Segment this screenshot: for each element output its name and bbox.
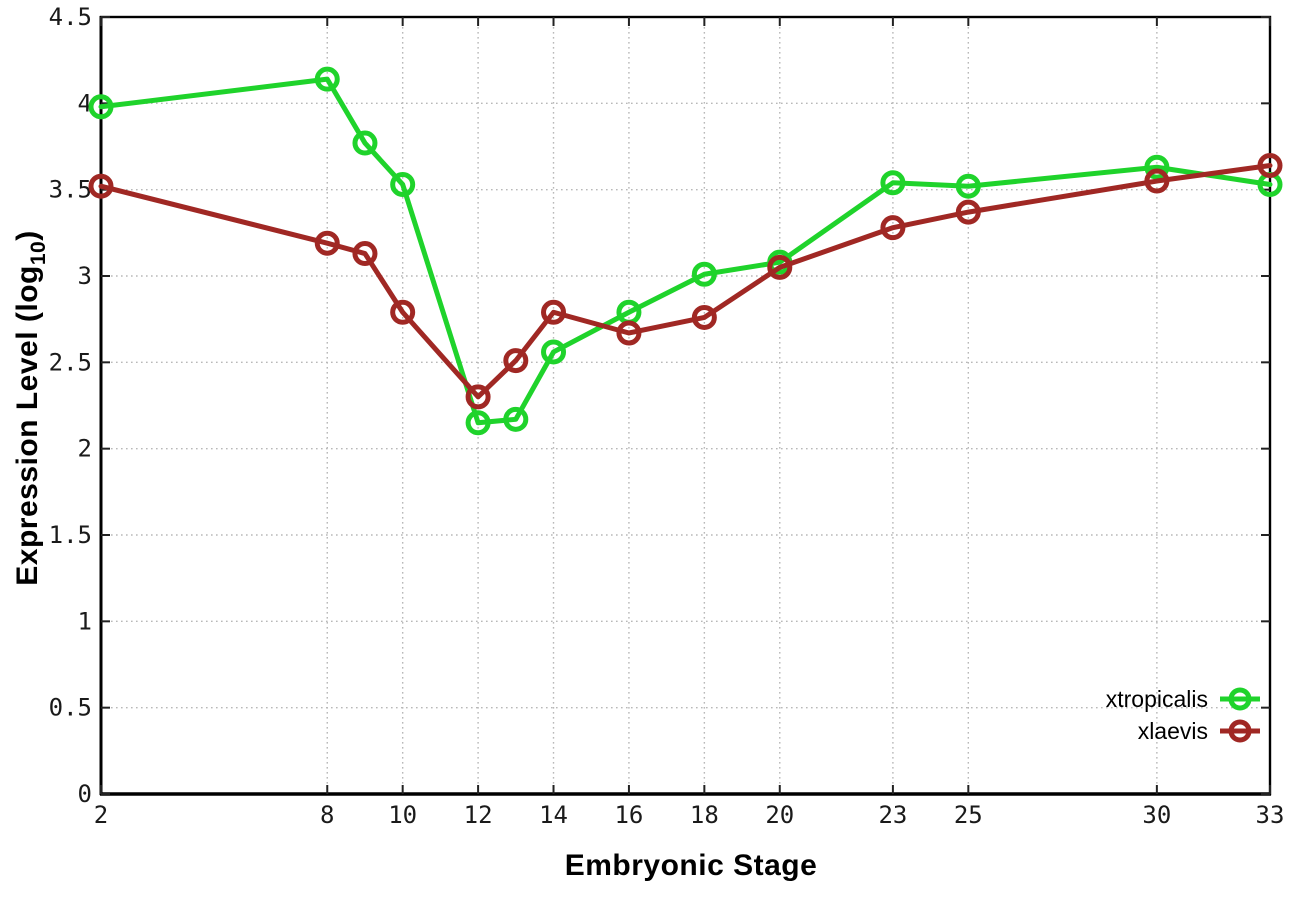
data-point-xlaevis bbox=[616, 320, 642, 346]
legend-marker-xtropicalis-icon bbox=[1220, 687, 1260, 711]
data-point-xtropicalis bbox=[955, 173, 981, 199]
data-point-xlaevis bbox=[503, 348, 529, 374]
plot-border bbox=[99, 15, 1272, 796]
data-point-xlaevis bbox=[1257, 152, 1283, 178]
chart-legend: xtropicalis xlaevis bbox=[1106, 683, 1262, 747]
data-point-xlaevis bbox=[541, 299, 567, 325]
x-tick-label: 25 bbox=[954, 801, 983, 829]
legend-item-xtropicalis: xtropicalis bbox=[1106, 683, 1262, 715]
data-point-xlaevis bbox=[691, 304, 717, 330]
y-tick-label: 4.5 bbox=[49, 3, 92, 31]
x-tick-label: 2 bbox=[94, 801, 108, 829]
y-tick-label: 2.5 bbox=[49, 348, 92, 376]
y-tick-label: 2 bbox=[78, 435, 92, 463]
y-axis-title-subscript: 10 bbox=[27, 240, 50, 266]
data-point-xtropicalis bbox=[1144, 154, 1170, 180]
data-point-xlaevis bbox=[314, 230, 340, 256]
y-tick-label: 3.5 bbox=[49, 176, 92, 204]
x-tick-label: 8 bbox=[320, 801, 334, 829]
legend-item-xlaevis: xlaevis bbox=[1106, 715, 1262, 747]
x-tick-label: 20 bbox=[765, 801, 794, 829]
data-point-xtropicalis bbox=[88, 94, 114, 120]
data-point-xlaevis bbox=[955, 199, 981, 225]
y-tick-label: 0.5 bbox=[49, 694, 92, 722]
tick-marks bbox=[100, 16, 1271, 795]
data-point-xtropicalis bbox=[314, 66, 340, 92]
x-tick-label: 14 bbox=[539, 801, 568, 829]
data-point-xlaevis bbox=[390, 299, 416, 325]
x-axis-title: Embryonic Stage bbox=[564, 849, 818, 882]
data-point-xtropicalis bbox=[503, 406, 529, 432]
legend-marker-xlaevis-icon bbox=[1220, 719, 1260, 743]
data-point-xlaevis bbox=[88, 173, 114, 199]
x-tick-label: 10 bbox=[388, 801, 417, 829]
data-point-xlaevis bbox=[767, 254, 793, 280]
x-tick-label: 33 bbox=[1256, 801, 1285, 829]
legend-label-xlaevis: xlaevis bbox=[1137, 717, 1208, 744]
y-tick-label: 1.5 bbox=[49, 521, 92, 549]
series-xtropicalis bbox=[88, 66, 1283, 436]
data-point-xtropicalis bbox=[691, 261, 717, 287]
y-axis-title-end: ) bbox=[11, 230, 44, 241]
tick-labels: 2 8 10 12 14 16 18 20 23 25 30 33 0 0.5 1 1.5 2 2.5 3 3.5 4 4… bbox=[49, 3, 1285, 829]
data-point-xlaevis bbox=[465, 384, 491, 410]
y-axis-title-main: Expression Level (log bbox=[11, 265, 44, 586]
data-point-xtropicalis bbox=[465, 410, 491, 436]
x-tick-label: 16 bbox=[614, 801, 643, 829]
x-tick-label: 30 bbox=[1142, 801, 1171, 829]
series-xlaevis bbox=[88, 152, 1283, 410]
legend-label-xtropicalis: xtropicalis bbox=[1105, 685, 1208, 712]
data-point-xlaevis bbox=[880, 215, 906, 241]
data-point-xtropicalis bbox=[880, 170, 906, 196]
data-point-xtropicalis bbox=[390, 171, 416, 197]
y-tick-label: 3 bbox=[78, 262, 92, 290]
y-tick-label: 4 bbox=[78, 89, 92, 117]
y-axis-title: Expression Level (log10) bbox=[11, 230, 51, 585]
x-tick-label: 23 bbox=[878, 801, 907, 829]
gridlines bbox=[100, 16, 1271, 795]
data-point-xtropicalis bbox=[352, 130, 378, 156]
x-tick-label: 18 bbox=[690, 801, 719, 829]
y-tick-label: 1 bbox=[78, 607, 92, 635]
x-tick-label: 12 bbox=[464, 801, 493, 829]
data-point-xtropicalis bbox=[541, 339, 567, 365]
data-point-xlaevis bbox=[1144, 168, 1170, 194]
y-tick-label: 0 bbox=[78, 780, 92, 808]
data-point-xlaevis bbox=[352, 241, 378, 267]
